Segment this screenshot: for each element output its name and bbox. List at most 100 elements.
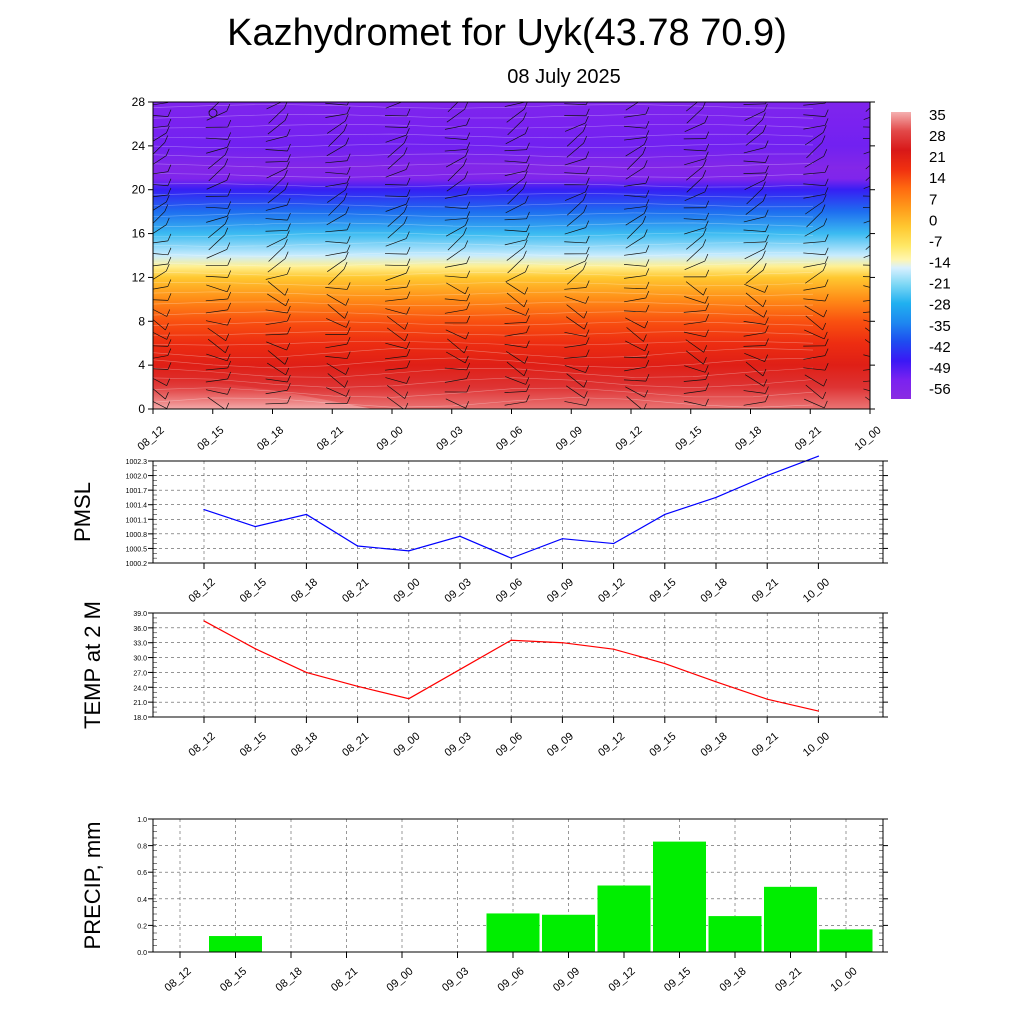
wind-barb-flag	[226, 104, 231, 112]
y-tick-label: 0.0	[137, 950, 147, 957]
wind-barb-shaft	[863, 319, 870, 323]
wind-barb-shaft	[386, 396, 405, 409]
wind-barb-flag	[585, 349, 590, 357]
wind-barb-flag	[346, 102, 349, 106]
wind-barb-flag	[167, 362, 172, 370]
y-tick-label: 1000.8	[126, 532, 148, 539]
wind-barb-shaft	[865, 245, 870, 250]
wind-barb-flag	[705, 383, 709, 391]
wind-barb-flag	[287, 223, 291, 231]
wind-barb-shaft	[865, 233, 870, 239]
wind-barb-flag	[166, 401, 171, 409]
wind-barb-shaft	[506, 246, 525, 261]
wind-barb-shaft	[625, 213, 645, 226]
wind-barb-flag	[764, 285, 769, 293]
wind-barb-shaft	[743, 332, 766, 337]
wind-barb-shaft	[683, 218, 706, 221]
wind-barb-shaft	[743, 229, 766, 232]
wind-barb-shaft	[206, 249, 227, 259]
wind-barb-flag	[166, 332, 171, 340]
wind-barb-shaft	[325, 251, 348, 257]
page-subtitle: 08 July 2025	[507, 66, 621, 88]
wind-barb-shaft	[744, 179, 765, 190]
wind-barb-flag	[285, 298, 290, 306]
wind-barb-shaft	[153, 115, 168, 118]
wind-barb-shaft	[566, 200, 584, 216]
wind-barb-shaft	[745, 200, 764, 215]
wind-barb-shaft	[564, 365, 586, 373]
colorbar	[891, 112, 911, 399]
x-tick-label: 08_21	[315, 424, 346, 453]
wind-barb-shaft	[385, 169, 407, 178]
wind-barb-shaft	[153, 184, 168, 187]
wind-barb-shaft	[862, 207, 870, 209]
wind-barb-flag	[287, 305, 291, 314]
wind-barb-flag	[704, 151, 709, 159]
wind-barb-shaft	[566, 269, 584, 285]
wind-barb-flag	[166, 309, 171, 317]
wind-barb-flag	[465, 331, 470, 340]
wind-barb-flag	[346, 153, 351, 161]
wind-barb-flag	[585, 296, 590, 304]
wind-barb-flag	[823, 149, 828, 157]
wind-barb-shaft	[326, 387, 347, 397]
wind-barb-shaft	[745, 131, 764, 146]
wind-barb-flag	[404, 391, 409, 399]
wind-barb-flag	[167, 187, 172, 196]
wind-barb-flag	[705, 372, 710, 380]
wind-barb-flag	[883, 345, 886, 352]
wind-barb-shaft	[505, 376, 526, 385]
wind-barb-shaft	[744, 374, 765, 387]
colorbar-label: -28	[929, 297, 951, 314]
wind-barb-flag	[824, 400, 828, 409]
wind-barb-shaft	[803, 124, 826, 130]
wind-barb-shaft	[206, 353, 228, 362]
wind-barb-flag	[824, 363, 829, 371]
wind-barb-flag	[583, 380, 588, 388]
contour-line	[153, 163, 814, 168]
wind-barb-shaft	[564, 241, 587, 244]
wind-barb-flag	[167, 348, 172, 356]
wind-barb-flag	[702, 159, 707, 167]
wind-barb-flag	[885, 270, 888, 277]
contour-line	[153, 321, 814, 326]
wind-barb-flag	[287, 326, 291, 335]
data-point	[766, 698, 768, 700]
y-tick-label: 12	[132, 270, 146, 284]
wind-barb-shaft	[445, 398, 466, 409]
wind-barb-shaft	[804, 398, 825, 409]
wind-barb-shaft	[328, 130, 345, 147]
wind-barb-flag	[406, 341, 410, 349]
data-point	[408, 550, 410, 552]
wind-barb-flag	[526, 325, 530, 333]
wind-barb-shaft	[153, 401, 167, 409]
y-tick-label: 24.0	[133, 685, 147, 692]
wind-barb-shaft	[265, 230, 288, 232]
wind-barb-shaft	[803, 262, 826, 268]
wind-barb-flag	[286, 161, 290, 169]
wind-barb-flag	[645, 199, 650, 207]
wind-barb-shaft	[624, 182, 646, 187]
wind-barb-flag	[403, 204, 408, 213]
wind-barb-flag	[702, 228, 707, 236]
x-tick-label: 09_12	[596, 730, 627, 759]
wind-barb-shaft	[803, 367, 826, 371]
wind-barb-flag	[585, 365, 589, 373]
x-tick-label: 09_00	[374, 424, 405, 453]
wind-barb-flag	[466, 302, 470, 310]
wind-barb-flag	[822, 391, 827, 400]
wind-barb-flag	[284, 170, 288, 178]
wind-barb-flag	[466, 201, 471, 209]
wind-barb-shaft	[504, 218, 527, 221]
wind-barb-flag	[882, 147, 885, 154]
wind-barb-flag	[762, 299, 767, 308]
wind-barb-shaft	[744, 110, 765, 121]
wind-barb-shaft	[325, 229, 348, 233]
wind-barb-shaft	[153, 194, 168, 198]
wind-barb-shaft	[564, 344, 587, 348]
wind-barb-shaft	[386, 327, 406, 342]
wind-barb-shaft	[623, 287, 647, 290]
wind-barb-shaft	[686, 165, 704, 181]
wind-barb-flag	[464, 355, 469, 364]
wind-barb-shaft	[153, 286, 168, 290]
